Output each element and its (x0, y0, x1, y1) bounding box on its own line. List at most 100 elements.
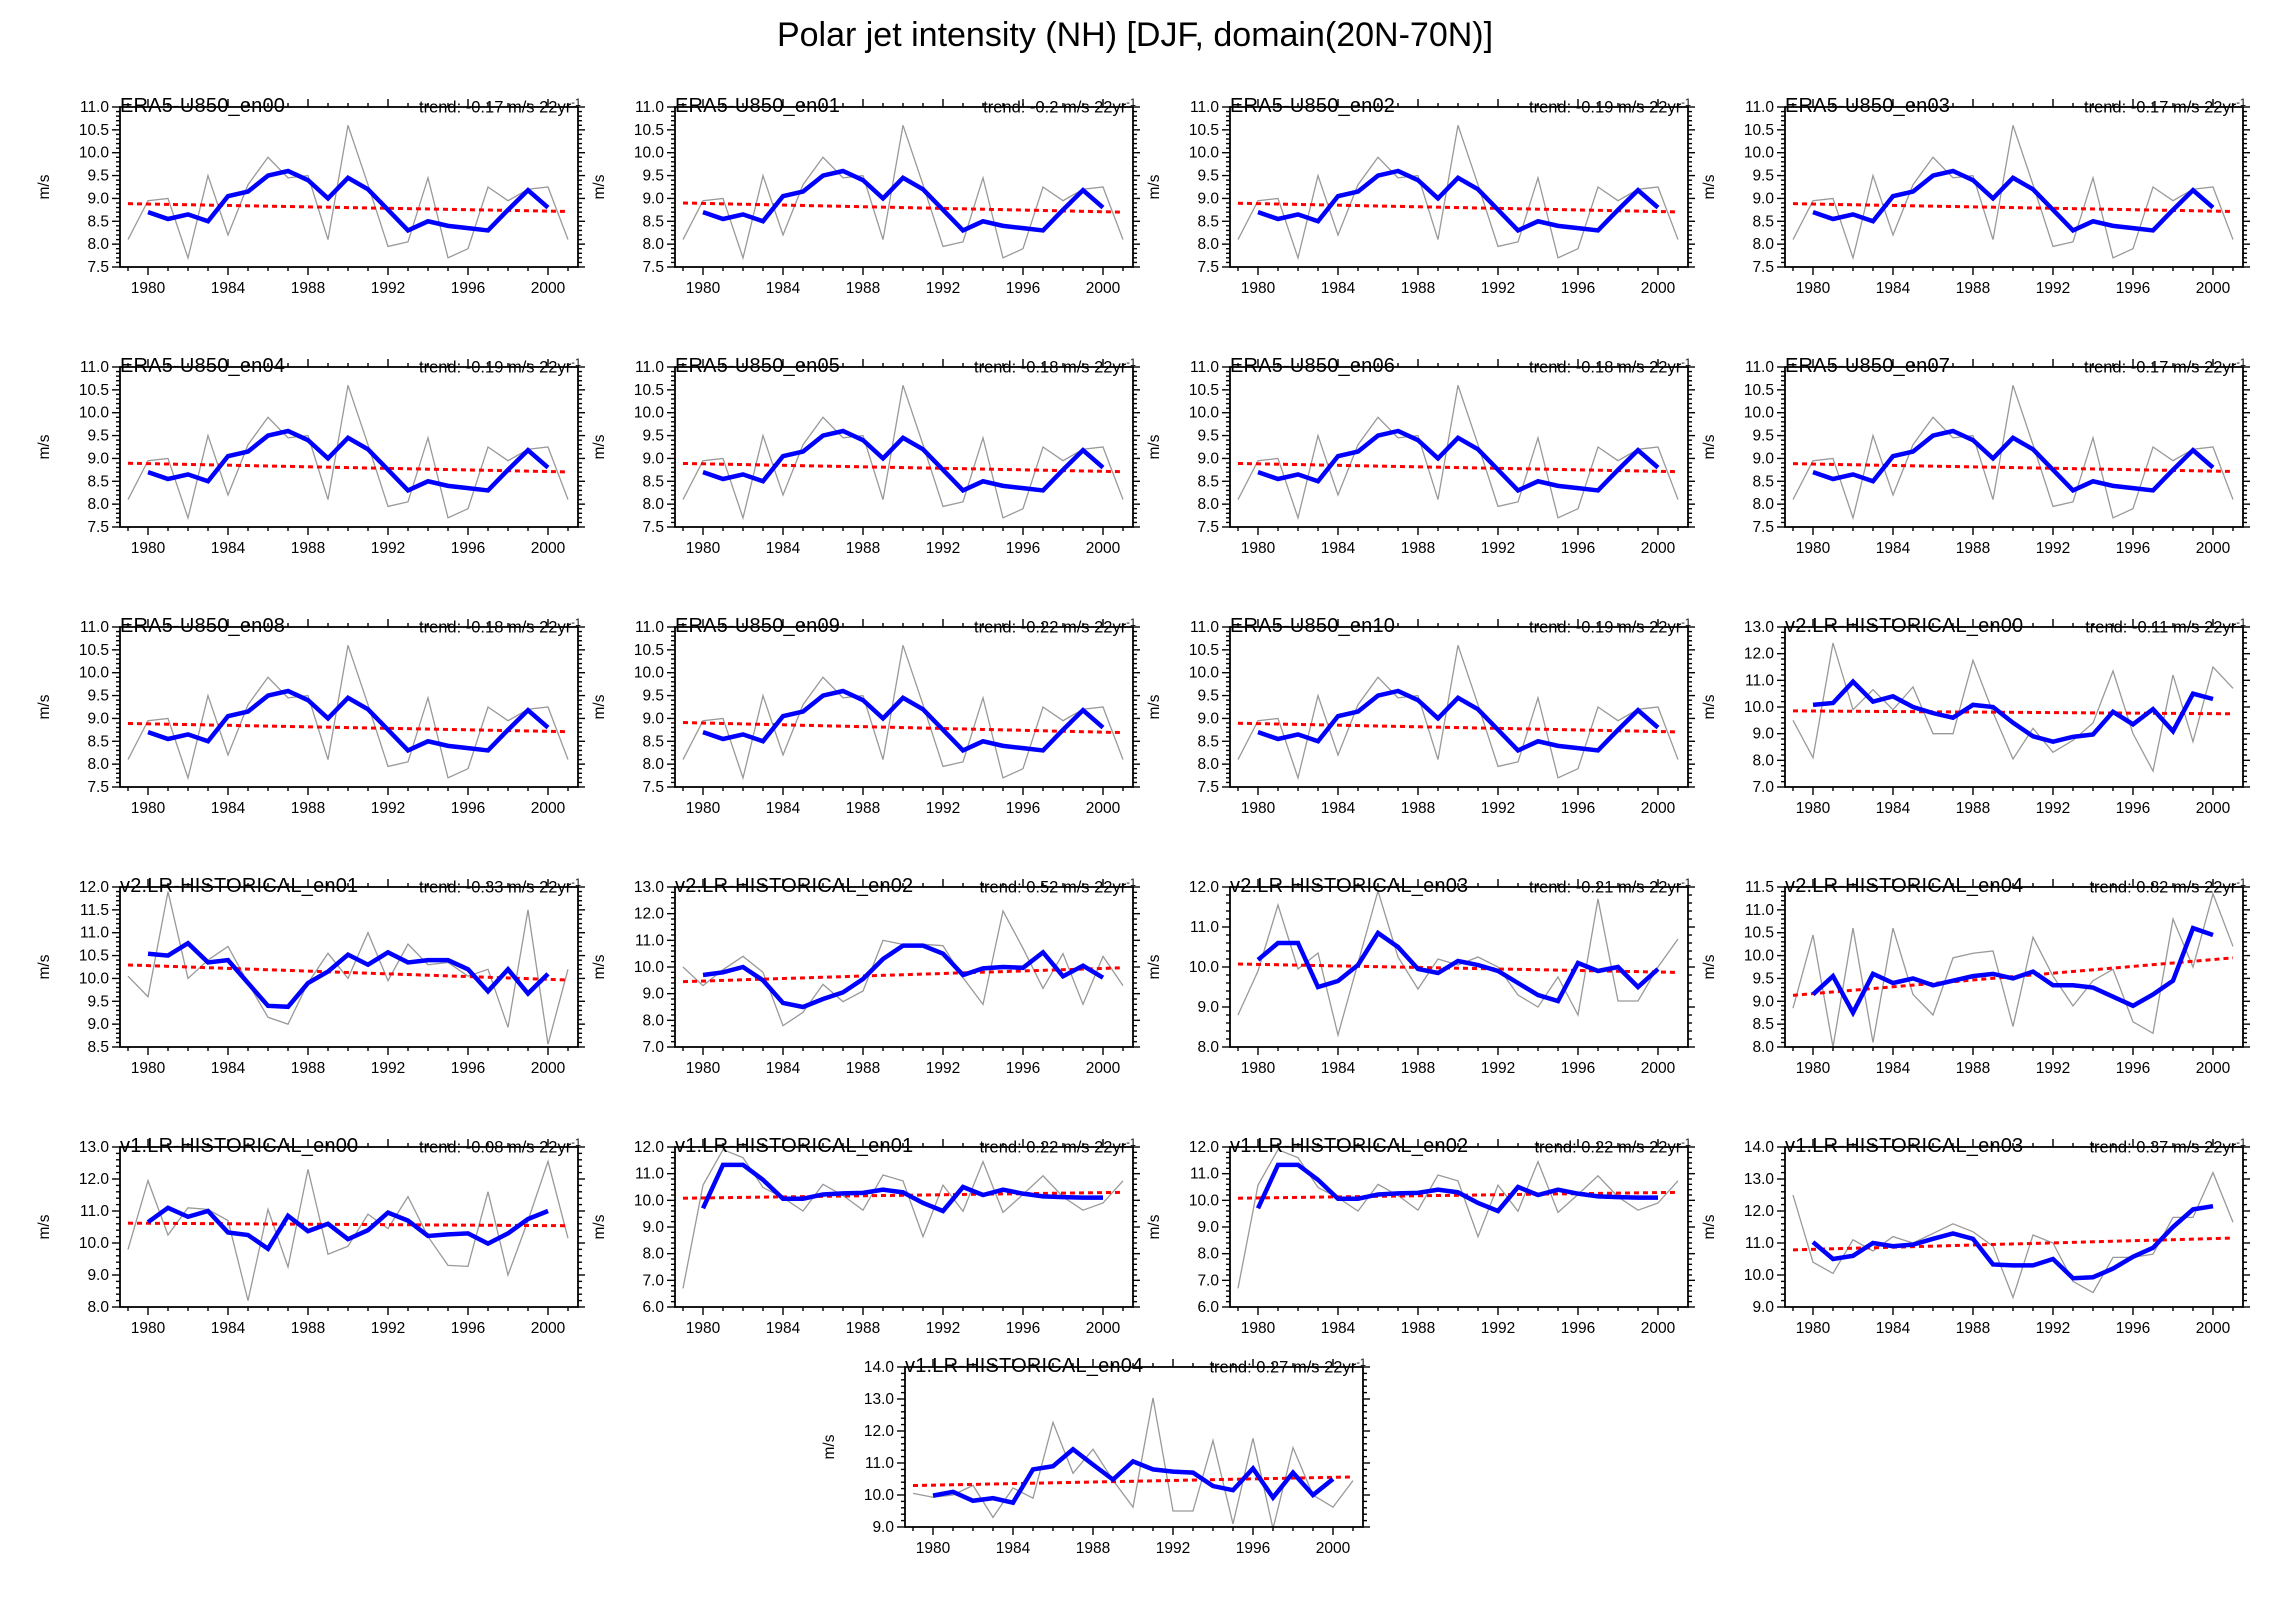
x-tick-label: 1984 (766, 1060, 801, 1077)
x-tick-label: 1980 (1241, 540, 1276, 557)
axis-tick-labels: 1980 1984 1988 1992 1996 2000 7.5 8.0 8.5 9.0 9.5 1… (591, 99, 1121, 297)
axis-tick-labels: 1980 1984 1988 1992 1996 2000 7.5 8.0 8.5 9.0 9.5 1… (1146, 99, 1676, 297)
smoothed-series-line (932, 1446, 1335, 1506)
panel-trend-label: trend: -0.17 m/s 22yr-1 (2083, 96, 2246, 117)
x-tick-label: 1996 (1561, 280, 1595, 297)
smoothed-series-line (700, 1162, 1103, 1214)
plot-frame (119, 106, 579, 268)
y-tick-label: 10.0 (1189, 145, 1220, 162)
axis-ticks (112, 99, 586, 275)
chart-panel: ERA5-U850_en00 trend: -0.17 m/s 22yr-1 198… (25, 95, 586, 350)
x-tick-label: 1988 (1076, 1540, 1110, 1557)
trend-line (1237, 721, 1679, 734)
smoothed-series-line (702, 688, 1105, 754)
panel-header: ERA5-U850_en00 trend: -0.17 m/s 22yr-1 (25, 95, 585, 121)
trend-line (127, 461, 569, 474)
y-tick-label: 11.0 (1745, 359, 1774, 376)
panel-title: v1.LR-HISTORICAL_en04 (905, 1355, 1144, 1377)
panel-title: ERA5-U850_en09 (675, 615, 841, 637)
panel-title: ERA5-U850_en08 (120, 615, 286, 637)
panel-plot: 1980 1984 1988 1992 1996 2000 7.5 8.0 8.5 9.0 9.5 1… (36, 359, 586, 557)
annual-series-line (682, 125, 1124, 261)
data-series-group (1237, 888, 1679, 1038)
y-tick-label: 12.0 (1189, 879, 1220, 896)
x-tick-label: 1988 (846, 1320, 880, 1337)
x-tick-label: 1996 (2116, 800, 2150, 817)
y-tick-label: 10.0 (634, 1192, 665, 1209)
plot-frame (1229, 1146, 1689, 1308)
x-tick-label: 1980 (1796, 280, 1831, 297)
y-axis-unit-label: m/s (1701, 694, 1718, 719)
chart-panel: ERA5-U850_en04 trend: -0.19 m/s 22yr-1 198… (25, 355, 586, 610)
axis-tick-labels: 1980 1984 1988 1992 1996 2000 7.5 8.0 8.5 9.0 9.5 1… (591, 359, 1121, 557)
y-tick-label: 10.5 (79, 642, 109, 659)
smoothed-series-line (147, 168, 550, 234)
x-tick-label: 2000 (1641, 1320, 1676, 1337)
y-tick-label: 10.5 (1744, 925, 1774, 942)
x-tick-label: 2000 (2196, 1320, 2231, 1337)
y-tick-label: 11.0 (635, 932, 664, 949)
x-tick-label: 1992 (2036, 1060, 2070, 1077)
y-tick-label: 10.5 (634, 382, 664, 399)
panel-header: ERA5-U850_en07 trend: -0.17 m/s 22yr-1 (1690, 355, 2250, 381)
panel-plot: 1980 1984 1988 1992 1996 2000 7.0 8.0 9.0 10.0 11.… (591, 879, 1141, 1077)
panel-header: v2.LR-HISTORICAL_en00 trend: -0.11 m/s 22… (1690, 615, 2250, 641)
axis-tick-labels: 1980 1984 1988 1992 1996 2000 8.0 8.5 9.0 9.5 10.0… (1701, 879, 2231, 1077)
panel-trend-label: trend: -0.17 m/s 22yr-1 (2083, 356, 2246, 377)
axis-ticks (667, 619, 1141, 795)
y-tick-label: 9.5 (642, 168, 664, 185)
y-tick-label: 9.0 (642, 190, 664, 207)
trend-line (127, 721, 569, 734)
x-tick-label: 1988 (291, 1060, 325, 1077)
chart-panel: ERA5-U850_en03 trend: -0.17 m/s 22yr-1 198… (1690, 95, 2251, 350)
panel-plot: 1980 1984 1988 1992 1996 2000 8.0 9.0 10.0 11.0 12… (1146, 879, 1696, 1077)
y-tick-label: 9.0 (1197, 190, 1219, 207)
x-tick-label: 1992 (1481, 1320, 1515, 1337)
annual-series-line (127, 645, 569, 781)
panel-title: ERA5-U850_en06 (1230, 355, 1396, 377)
y-tick-label: 8.0 (1752, 1039, 1774, 1056)
y-tick-label: 10.5 (634, 122, 664, 139)
panel-title: ERA5-U850_en03 (1785, 95, 1951, 117)
chart-panel: ERA5-U850_en06 trend: -0.18 m/s 22yr-1 198… (1135, 355, 1696, 610)
y-tick-label: 11.0 (1745, 99, 1774, 116)
y-tick-label: 11.0 (635, 619, 664, 636)
panel-title: v2.LR-HISTORICAL_en02 (675, 875, 914, 897)
trend-exponent: -1 (1356, 1356, 1366, 1369)
panel-trend-label: trend: 0.22 m/s 22yr-1 (979, 1136, 1136, 1157)
x-tick-label: 1996 (1561, 1320, 1595, 1337)
chart-panel: v1.LR-HISTORICAL_en01 trend: 0.22 m/s 22y… (580, 1135, 1141, 1390)
y-tick-label: 10.0 (1189, 665, 1220, 682)
x-tick-label: 1980 (686, 800, 721, 817)
data-series-group (682, 909, 1124, 1027)
axis-tick-labels: 1980 1984 1988 1992 1996 2000 7.5 8.0 8.5 9.0 9.5 1… (36, 359, 566, 557)
x-tick-label: 2000 (531, 1060, 566, 1077)
smoothed-series-line (1812, 168, 2215, 234)
annual-series-line (1237, 645, 1679, 781)
trend-exponent: -1 (1681, 1136, 1691, 1149)
trend-line (1237, 1190, 1679, 1200)
plot-frame (674, 626, 1134, 788)
y-tick-label: 9.0 (1752, 190, 1774, 207)
y-tick-label: 8.0 (1197, 756, 1219, 773)
trend-exponent: -1 (1681, 876, 1691, 889)
panel-plot: 1980 1984 1988 1992 1996 2000 9.0 10.0 11.0 12.0 1… (821, 1359, 1371, 1557)
y-tick-label: 10.5 (1189, 642, 1219, 659)
panel-header: ERA5-U850_en01 trend: -0.2 m/s 22yr-1 (580, 95, 1140, 121)
y-tick-label: 10.0 (1189, 1192, 1220, 1209)
x-tick-label: 1984 (211, 280, 246, 297)
y-tick-label: 9.5 (87, 428, 109, 445)
x-tick-label: 2000 (2196, 1060, 2231, 1077)
x-tick-label: 1996 (1236, 1540, 1270, 1557)
y-axis-unit-label: m/s (591, 1214, 608, 1239)
chart-panel: ERA5-U850_en02 trend: -0.19 m/s 22yr-1 198… (1135, 95, 1696, 350)
trend-line (1792, 462, 2234, 473)
y-tick-label: 7.5 (87, 519, 109, 536)
x-tick-label: 1988 (1956, 1320, 1990, 1337)
x-tick-label: 1992 (371, 280, 405, 297)
trend-line (682, 966, 1124, 984)
x-tick-label: 1980 (686, 1320, 721, 1337)
y-tick-label: 12.0 (79, 1171, 110, 1188)
y-tick-label: 7.0 (1752, 779, 1774, 796)
y-tick-label: 11.0 (1190, 1166, 1219, 1183)
